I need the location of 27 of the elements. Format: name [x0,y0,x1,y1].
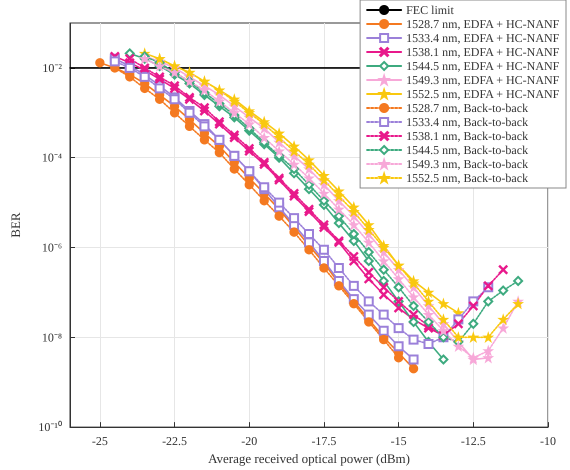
legend-label: 1544.5 nm, Back-to-back [406,143,528,157]
legend-label: 1538.1 nm, EDFA + HC-NANF [406,45,560,59]
legend-label: 1552.5 nm, Back-to-back [406,171,528,185]
legend-label: 1544.5 nm, EDFA + HC-NANF [406,59,560,73]
y-tick-label: 10⁻² [42,60,62,75]
legend-label: 1533.4 nm, EDFA + HC-NANF [406,31,560,45]
legend-label: FEC limit [406,3,454,17]
legend-label: 1549.3 nm, Back-to-back [406,157,528,171]
legend-label: 1549.3 nm, EDFA + HC-NANF [406,73,560,87]
x-tick-label: -15 [390,434,407,448]
x-tick-label: -12.5 [460,434,486,448]
x-tick-label: -20 [241,434,258,448]
legend-label: 1538.1 nm, Back-to-back [406,129,528,143]
legend-label: 1533.4 nm, Back-to-back [406,115,528,129]
y-axis-title: BER [8,212,23,238]
y-tick-label: 10⁻⁸ [42,330,62,344]
x-tick-label: -25 [92,434,108,448]
x-tick-label: -10 [540,434,556,448]
y-tick-label: 10⁻⁶ [42,240,62,254]
y-tick-label: 10⁻¹⁰ [38,420,62,434]
legend-label: 1552.5 nm, EDFA + HC-NANF [406,87,560,101]
legend-label: 1528.7 nm, Back-to-back [406,101,528,115]
x-axis-title: Average received optical power (dBm) [208,451,410,466]
y-tick-label: 10⁻⁴ [42,150,62,165]
legend-label: 1528.7 nm, EDFA + HC-NANF [406,17,560,31]
x-tick-label: -17.5 [311,434,336,448]
x-tick-label: -22.5 [162,434,188,448]
